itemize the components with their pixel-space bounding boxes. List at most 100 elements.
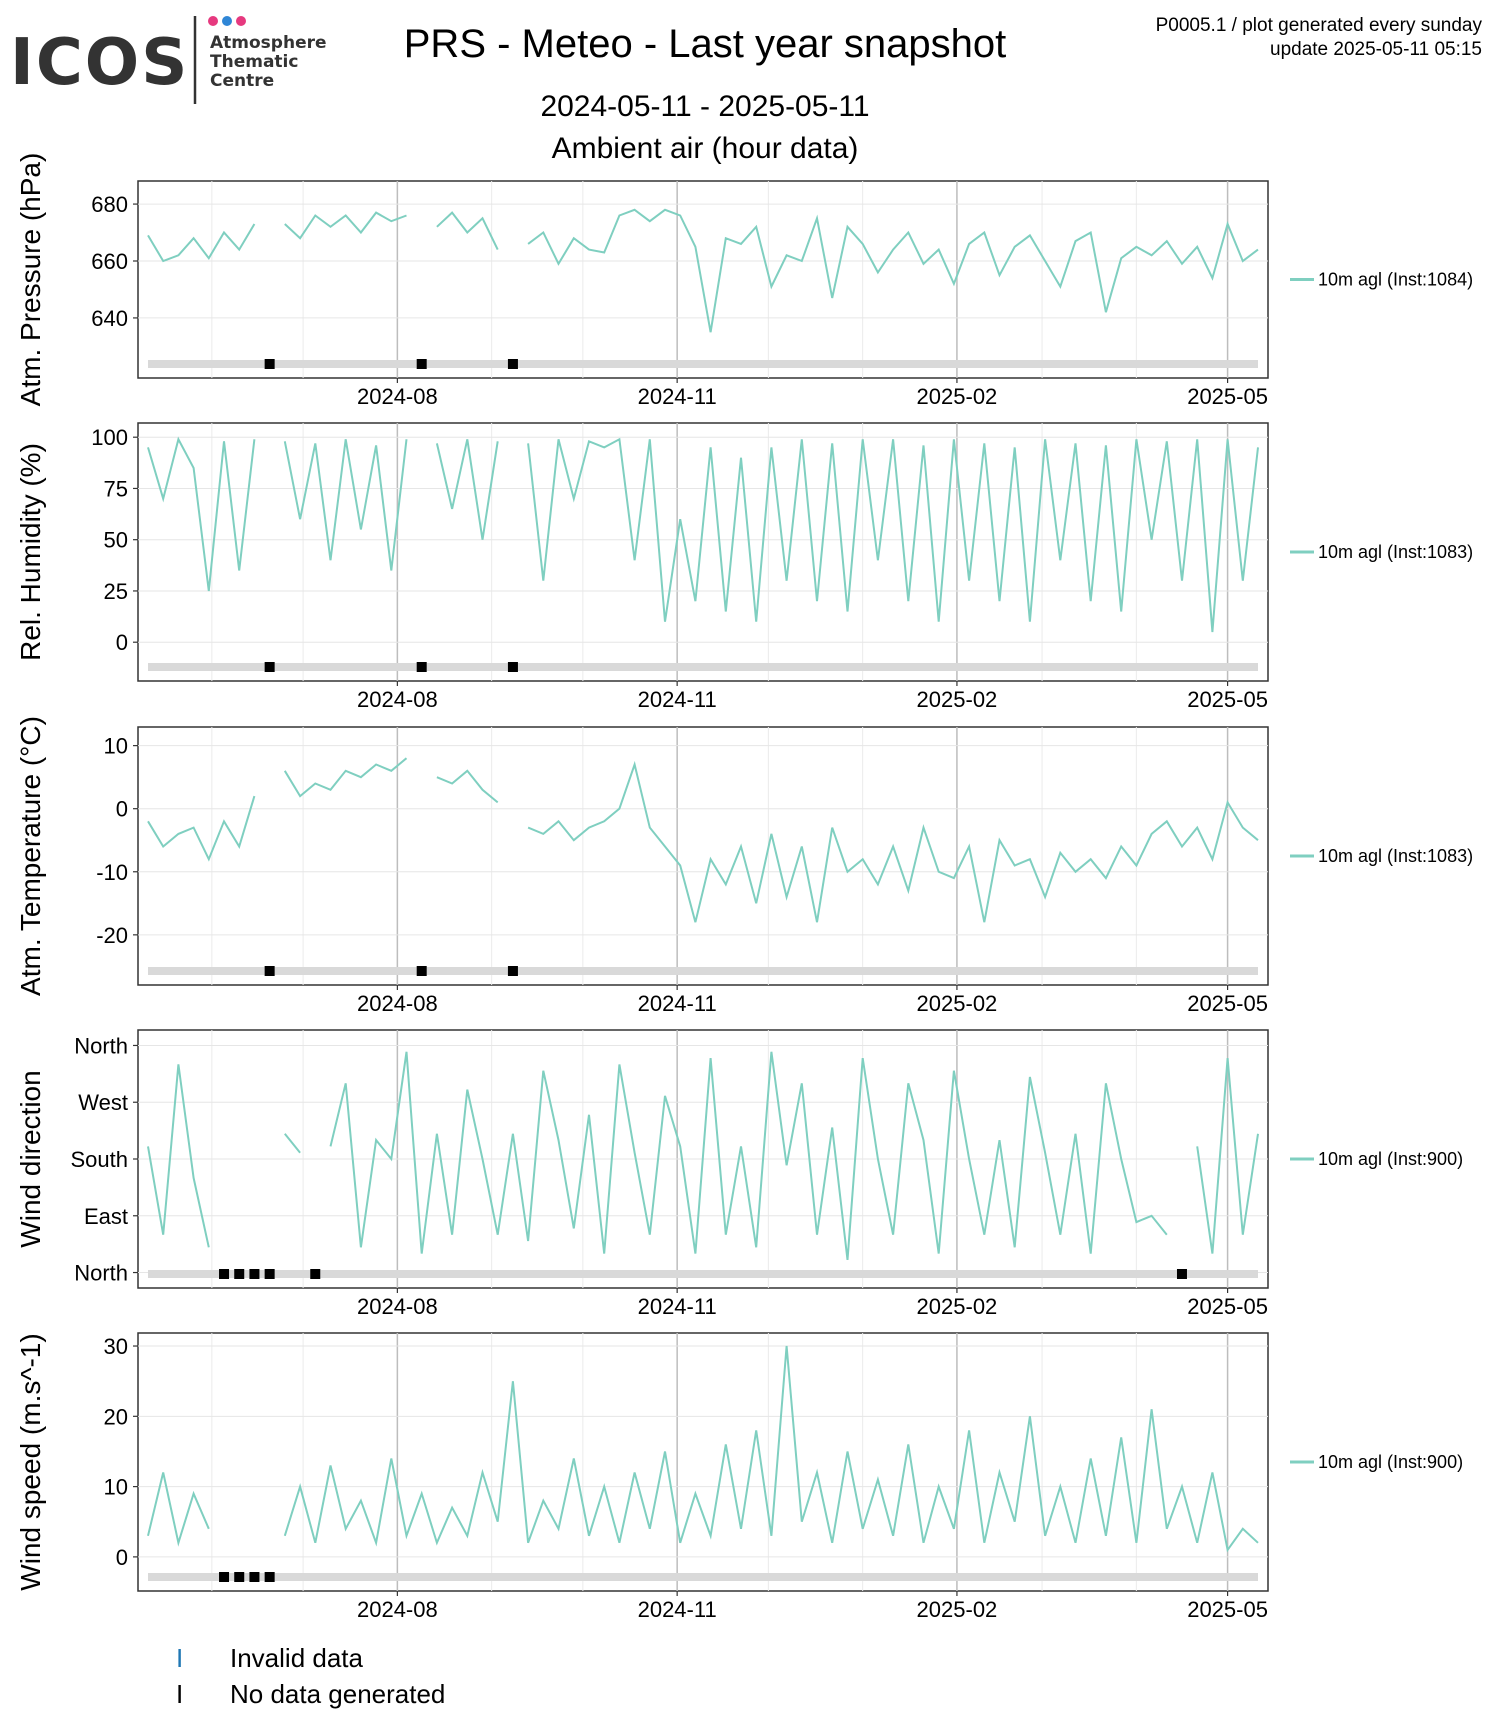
nodata-marker (234, 1269, 245, 1279)
y-tick-label: 75 (104, 476, 128, 501)
invalid-label: Invalid data (230, 1642, 363, 1673)
x-tick-label: 2025-02 (917, 991, 998, 1016)
legend-label: 10m agl (Inst:1083) (1318, 542, 1473, 562)
x-tick-label: 2024-08 (357, 991, 438, 1016)
y-tick-label: 0 (116, 1545, 128, 1570)
y-tick-label: East (84, 1204, 128, 1229)
x-tick-label: 2024-11 (638, 1597, 717, 1622)
y-axis-label: Atm. Pressure (hPa) (15, 153, 46, 407)
legend-label: 10m agl (Inst:1083) (1318, 846, 1473, 866)
legend-nodata: I No data generated (176, 1676, 445, 1712)
x-tick-label: 2024-08 (357, 1294, 438, 1319)
x-tick-label: 2025-02 (917, 1597, 998, 1622)
nodata-marker (416, 662, 427, 672)
y-tick-label: South (71, 1147, 129, 1172)
nodata-marker (219, 1269, 230, 1279)
legend-label: 10m agl (Inst:900) (1318, 1452, 1463, 1472)
nodata-marker (264, 1572, 275, 1582)
x-tick-label: 2024-08 (357, 687, 438, 712)
y-axis-label: Wind direction (15, 1070, 46, 1247)
legend-label: 10m agl (Inst:1084) (1318, 270, 1473, 290)
y-tick-label: 25 (104, 579, 128, 604)
x-tick-label: 2025-02 (917, 1294, 998, 1319)
y-axis-label: Rel. Humidity (%) (15, 443, 46, 661)
status-legend: I Invalid data I No data generated (176, 1640, 445, 1712)
y-tick-label: -20 (96, 923, 128, 948)
series-line (147, 1051, 1259, 1261)
x-tick-label: 2024-11 (638, 1294, 717, 1319)
x-tick-label: 2025-05 (1187, 384, 1268, 409)
x-tick-label: 2025-05 (1187, 1294, 1268, 1319)
icos-logo: ICOS Atmosphere Thematic Centre (10, 16, 327, 104)
plot-frame (137, 1332, 1269, 1592)
y-tick-label: 50 (104, 528, 128, 553)
invalid-mark: I (176, 1642, 184, 1673)
x-tick-label: 2025-05 (1187, 1597, 1268, 1622)
nodata-marker (1176, 1269, 1187, 1279)
nodata-marker (507, 662, 518, 672)
nodata-marker (416, 966, 427, 976)
y-tick-label: 0 (116, 797, 128, 822)
status-track (148, 1573, 1258, 1581)
y-tick-label: 10 (104, 1475, 128, 1500)
nodata-marker (507, 966, 518, 976)
y-tick-label: 100 (91, 425, 128, 450)
logo-sub-3: Centre (210, 71, 274, 91)
nodata-marker (507, 359, 518, 369)
chart-panel-0: 2024-08 2024-11 2025-02 2025-05 640 660 680 Atm… (15, 153, 1473, 409)
x-tick-label: 2025-02 (917, 384, 998, 409)
x-tick-label: 2025-02 (917, 687, 998, 712)
y-tick-label: 10 (104, 734, 128, 759)
nodata-marker (249, 1572, 260, 1582)
nodata-marker (310, 1269, 321, 1279)
chart-panel-4: 2024-08 2024-11 2025-02 2025-05 0 10 20 30 Wind … (15, 1332, 1463, 1622)
x-tick-label: 2025-05 (1187, 991, 1268, 1016)
status-track (148, 663, 1258, 671)
y-tick-label: 0 (116, 630, 128, 655)
nodata-mark: I (176, 1678, 184, 1709)
x-tick-label: 2024-11 (638, 384, 717, 409)
logo-dot-2 (222, 16, 232, 26)
y-tick-label: 20 (104, 1404, 128, 1429)
nodata-marker (249, 1269, 260, 1279)
generation-note: P0005.1 / plot generated every sunday up… (1156, 14, 1482, 62)
y-tick-label: 640 (91, 306, 128, 331)
x-tick-label: 2024-11 (638, 991, 717, 1016)
status-track (148, 967, 1258, 975)
series-line (147, 757, 1259, 923)
generation-note-line2: update 2025-05-11 05:15 (1270, 39, 1482, 60)
status-track (148, 1270, 1258, 1278)
y-tick-label: -10 (96, 860, 128, 885)
x-tick-label: 2024-11 (638, 687, 717, 712)
y-tick-label: North (74, 1033, 128, 1058)
y-tick-label: 30 (104, 1334, 128, 1359)
data-type-subtitle: Ambient air (hour data) (551, 132, 859, 165)
page-title: PRS - Meteo - Last year snapshot (0, 22, 1410, 67)
nodata-marker (234, 1572, 245, 1582)
nodata-marker (264, 662, 275, 672)
plot-frame (137, 180, 1269, 379)
date-range-subtitle: 2024-05-11 - 2025-05-11 (540, 90, 870, 123)
nodata-marker (264, 966, 275, 976)
y-tick-label: 680 (91, 192, 128, 217)
series-line (147, 208, 1259, 333)
series-line (147, 436, 1259, 633)
x-tick-label: 2024-08 (357, 1597, 438, 1622)
y-tick-label: North (74, 1261, 128, 1286)
nodata-marker (416, 359, 427, 369)
y-axis-label: Wind speed (m.s^-1) (15, 1333, 46, 1590)
y-tick-label: 660 (91, 249, 128, 274)
nodata-label: No data generated (230, 1678, 446, 1709)
nodata-marker (264, 1269, 275, 1279)
logo-text: ICOS (10, 26, 189, 100)
chart-panel-3: 2024-08 2024-11 2025-02 2025-05 North East Sou… (15, 1029, 1463, 1319)
nodata-marker (264, 359, 275, 369)
x-tick-label: 2024-08 (357, 384, 438, 409)
plot-frame (137, 726, 1269, 986)
y-tick-label: West (78, 1090, 128, 1115)
y-axis-label: Atm. Temperature (°C) (15, 716, 46, 996)
page-title-text: PRS - Meteo - Last year snapshot (403, 22, 1007, 66)
legend-label: 10m agl (Inst:900) (1318, 1149, 1463, 1169)
nodata-marker (219, 1572, 230, 1582)
